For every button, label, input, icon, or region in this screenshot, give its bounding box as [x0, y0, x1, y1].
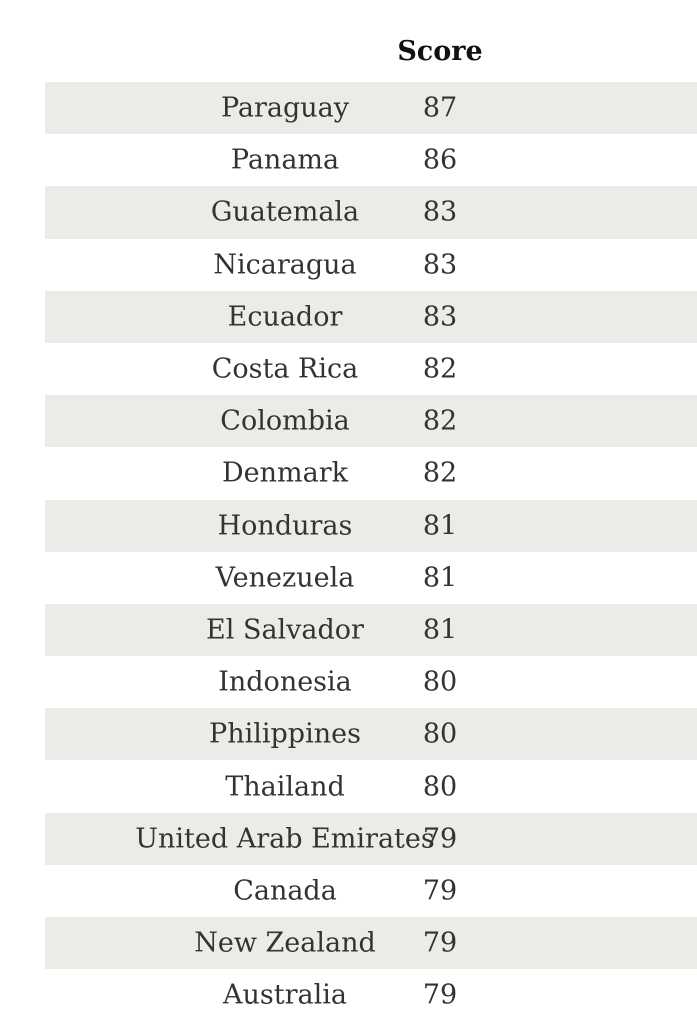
table-row: Guatemala 83 [45, 186, 697, 239]
table-row: Paraguay 87 [45, 82, 697, 135]
score-cell: 80 [422, 718, 458, 750]
score-cell: 81 [422, 614, 458, 646]
country-cell: Indonesia [218, 666, 352, 698]
score-cell: 81 [422, 562, 458, 594]
country-cell: Honduras [217, 510, 353, 542]
table-row: Denmark 82 [45, 447, 697, 500]
table-body: Paraguay 87 Panama 86 Guatemala 83 Nicaragua 83… [45, 82, 697, 1022]
table-row: Philippines 80 [45, 708, 697, 761]
score-cell: 86 [422, 144, 458, 176]
country-cell: Ecuador [227, 301, 343, 333]
country-cell: El Salvador [206, 614, 364, 646]
country-cell: Philippines [209, 718, 361, 750]
score-cell: 83 [422, 249, 458, 281]
score-cell: 79 [422, 979, 458, 1011]
table-row: Indonesia 80 [45, 656, 697, 709]
score-cell: 83 [422, 196, 458, 228]
score-cell: 82 [422, 405, 458, 437]
table-row: Honduras 81 [45, 499, 697, 552]
table-header-row: Score [45, 28, 697, 82]
table-row: Nicaragua 83 [45, 238, 697, 291]
table-row: Panama 86 [45, 134, 697, 187]
score-cell: 82 [422, 353, 458, 385]
table-row: Australia 79 [45, 969, 697, 1022]
country-cell: Guatemala [210, 196, 360, 228]
table-row: New Zealand 79 [45, 917, 697, 970]
table-row: Colombia 82 [45, 395, 697, 448]
country-cell: Nicaragua [213, 249, 357, 281]
country-cell: Paraguay [220, 92, 350, 124]
score-cell: 82 [422, 457, 458, 489]
table-row: El Salvador 81 [45, 603, 697, 657]
score-column-header: Score [397, 36, 483, 67]
score-cell: 79 [422, 927, 458, 959]
country-cell: United Arab Emirates [135, 823, 435, 855]
score-table: Score Paraguay 87 Panama 86 Guatemala 83 Nicar… [45, 28, 697, 1022]
country-cell: Thailand [225, 771, 345, 803]
country-cell: Denmark [222, 457, 348, 489]
country-cell: Australia [223, 979, 347, 1011]
table-row: United Arab Emirates 79 [45, 812, 697, 865]
table-row: Canada 79 [45, 864, 697, 917]
table-row: Thailand 80 [45, 760, 697, 813]
country-cell: Colombia [220, 405, 350, 437]
score-cell: 80 [422, 771, 458, 803]
country-cell: Venezuela [215, 562, 355, 594]
score-cell: 81 [422, 510, 458, 542]
score-cell: 80 [422, 666, 458, 698]
score-cell: 87 [422, 92, 458, 124]
table-row: Venezuela 81 [45, 551, 697, 604]
score-cell: 83 [422, 301, 458, 333]
country-cell: Panama [230, 144, 340, 176]
table-row: Costa Rica 82 [45, 342, 697, 396]
score-cell: 79 [422, 823, 458, 855]
score-cell: 79 [422, 875, 458, 907]
country-cell: Costa Rica [211, 353, 359, 385]
table-row: Ecuador 83 [45, 290, 697, 343]
country-cell: New Zealand [194, 927, 376, 959]
country-cell: Canada [233, 875, 337, 907]
